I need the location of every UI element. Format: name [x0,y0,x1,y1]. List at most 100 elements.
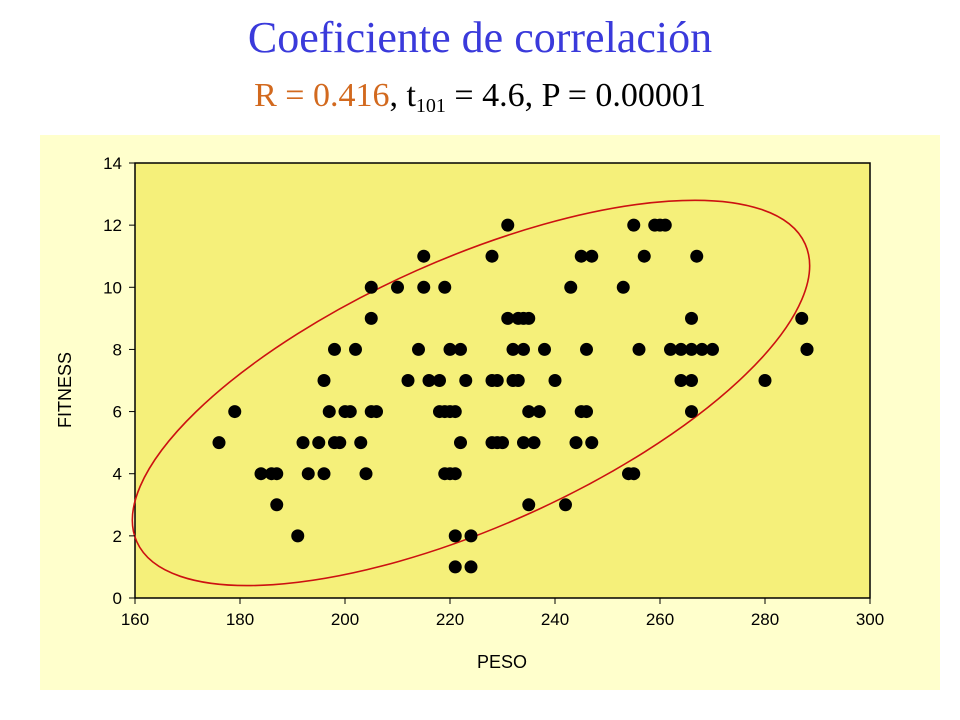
data-point [517,342,530,356]
data-point [364,311,378,325]
data-point [585,249,599,263]
data-point [685,342,698,356]
points-layer [212,218,814,574]
y-tick-label: 8 [113,340,122,359]
data-point [328,342,341,356]
data-point [695,342,709,356]
data-point [511,374,525,387]
stat-rest: = 4.6, P = 0.00001 [445,77,706,114]
x-tick-label: 280 [751,610,779,629]
data-point [291,529,305,543]
data-point [391,280,404,294]
y-tick-label: 6 [113,403,122,422]
data-point [448,467,462,481]
y-tick-label: 10 [103,278,122,297]
data-point [685,374,698,387]
confidence-ellipse [131,199,811,587]
ticks-layer: 160 180 200 220 240 260 280 300 0 2 4 6 8 10 12 14 [103,154,884,629]
data-point [580,405,593,419]
data-point [522,405,536,419]
stat-r: R = 0.416 [254,77,390,114]
data-point [559,498,572,512]
data-point [674,374,688,387]
data-point [401,374,415,387]
stat-t-label: , t [389,77,416,114]
data-point [632,342,646,356]
data-point [574,249,588,263]
data-point [343,405,357,419]
data-point [585,436,599,450]
data-point [674,342,688,356]
data-point [527,436,541,450]
data-point [800,342,814,356]
data-point [506,342,520,356]
data-point [627,467,641,481]
data-point [212,436,226,450]
data-point [448,405,462,419]
data-point [517,436,530,450]
data-point [296,436,310,450]
data-point [354,436,368,450]
data-point [301,467,315,481]
data-point [417,249,431,263]
data-point [333,436,347,450]
data-point [370,405,383,419]
data-point [580,342,593,356]
x-tick-label: 160 [121,610,149,629]
data-point [464,529,478,543]
data-point [758,374,772,387]
data-point [690,249,704,263]
data-point [417,280,431,294]
stats-line: R = 0.416, t101 = 4.6, P = 0.00001 [0,74,960,128]
data-point [685,405,698,419]
data-point [448,529,462,543]
data-point [664,342,677,356]
x-tick-label: 200 [331,610,359,629]
data-point [438,280,452,294]
data-point [564,280,578,294]
data-point [322,405,336,419]
data-point [433,374,446,387]
y-tick-label: 0 [113,589,122,608]
x-tick-label: 180 [226,610,254,629]
data-point [501,311,515,325]
y-tick-label: 12 [103,216,122,235]
data-point [448,560,462,574]
y-tick-label: 2 [113,527,122,546]
data-point [548,374,562,387]
page-title: Coeficiente de correlación [247,13,713,62]
data-point [616,280,630,294]
data-point [795,311,809,325]
data-point [364,280,378,294]
data-point [270,498,284,512]
data-point [228,405,242,419]
stat-df: 101 [415,95,446,117]
y-axis-title: FITNESS [55,352,75,428]
data-point [627,218,641,232]
data-point [658,218,672,232]
data-point [706,342,719,356]
data-point [522,311,536,325]
x-axis-title: PESO [477,652,527,672]
data-point [412,342,425,356]
data-point [464,560,478,574]
data-point [637,249,651,263]
data-point [522,498,536,512]
data-point [317,374,331,387]
data-point [485,249,499,263]
x-tick-label: 300 [856,610,884,629]
data-point [685,311,698,325]
data-point [349,342,362,356]
data-point [422,374,436,387]
data-point [490,374,504,387]
data-point [496,436,509,450]
data-point [254,467,268,481]
y-tick-label: 4 [113,465,122,484]
data-point [270,467,284,481]
data-point [459,374,473,387]
data-point [501,218,515,232]
y-tick-label: 14 [103,154,122,173]
data-point [454,436,467,450]
